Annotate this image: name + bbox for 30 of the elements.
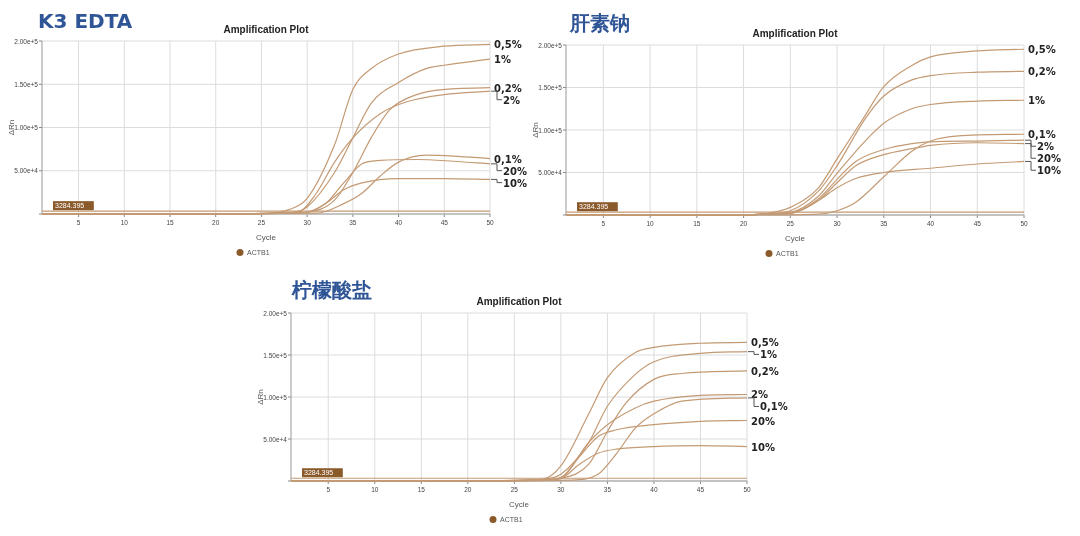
series-label: 0,1% (494, 153, 522, 165)
series-label: 1% (1028, 95, 1045, 107)
chart-title: K3 EDTA (38, 9, 133, 33)
chart-subtitle: Amplification Plot (223, 24, 310, 35)
series-label: 0,5% (751, 337, 779, 349)
series-label: 2% (751, 389, 768, 401)
series-label: 20% (503, 165, 527, 177)
series-label: 1% (494, 54, 511, 66)
series-label: 10% (1037, 165, 1061, 177)
series-label: 20% (751, 415, 775, 427)
series-label: 0,1% (1028, 129, 1056, 141)
chart-subtitle: Amplification Plot (476, 296, 563, 307)
series-label: 10% (503, 177, 527, 189)
series-label: 0,2% (751, 365, 779, 377)
series-label: 10% (751, 441, 775, 453)
series-label: 0,5% (1028, 44, 1056, 56)
x-axis-title: Cycle (508, 500, 530, 509)
chart-title: 柠檬酸盐 (291, 278, 372, 302)
series-label: 0,2% (494, 82, 522, 94)
chart-subtitle: Amplification Plot (752, 28, 839, 39)
series-label: 20% (1037, 153, 1061, 165)
x-axis-title: Cycle (255, 233, 277, 242)
series-label: 2% (503, 94, 520, 106)
x-axis-title: Cycle (784, 234, 806, 243)
series-label: 0,2% (1028, 66, 1056, 78)
series-label: 0,5% (494, 39, 522, 51)
series-label: 2% (1037, 141, 1054, 153)
chart-title: 肝素钠 (569, 11, 630, 35)
series-label: 0,1% (760, 401, 788, 413)
series-label: 1% (760, 349, 777, 361)
